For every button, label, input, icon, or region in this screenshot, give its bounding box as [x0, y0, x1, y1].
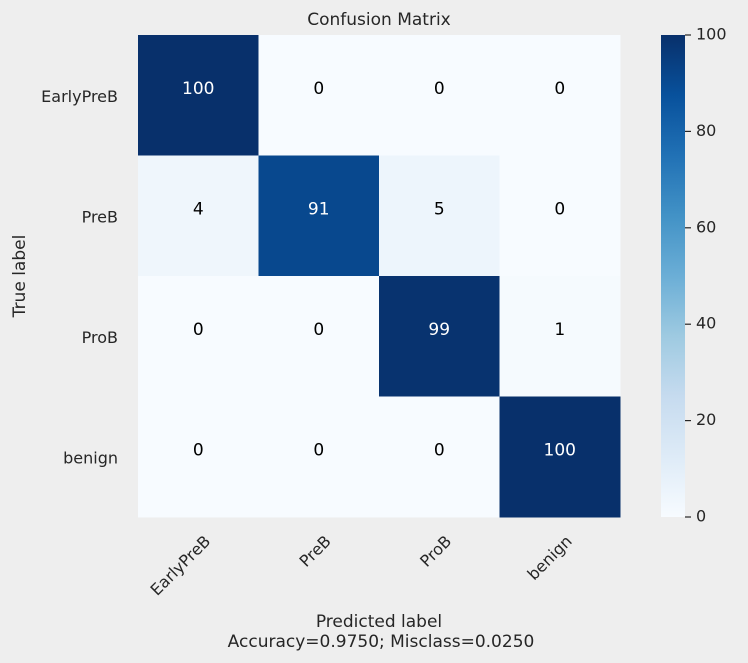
cell-value-r3-c3: 100 [544, 441, 576, 461]
heatmap-cell-r3-c2 [379, 396, 500, 518]
cell-value-r3-c2: 0 [434, 441, 445, 461]
y-tick-label: ProB [82, 328, 118, 347]
y-tick-label: EarlyPreB [41, 87, 118, 106]
heatmap-cell-r3-c0 [138, 396, 259, 518]
colorbar: 0 20 40 60 80 100 [661, 25, 727, 526]
x-axis-accuracy-note: Accuracy=0.9750; Misclass=0.0250 [228, 632, 535, 652]
colorbar-tick-label: 20 [696, 410, 716, 429]
x-tick-label: benign [524, 532, 576, 584]
chart-title: Confusion Matrix [307, 10, 451, 30]
x-tick-label: ProB [416, 532, 455, 571]
heatmap-cell-r2-c3 [499, 276, 621, 397]
cell-value-r3-c1: 0 [313, 441, 324, 461]
heatmap-cell-r1-c0 [138, 155, 259, 277]
cell-value-r1-c1: 91 [308, 200, 330, 220]
heatmap-cells [138, 35, 621, 518]
heatmap-cell-labels: 100 0 0 04 91 5 00 0 99 10 0 0 100 [182, 79, 576, 461]
x-axis-label: Predicted label [316, 612, 442, 632]
cell-value-r1-c3: 0 [554, 200, 565, 220]
y-tick-label: PreB [82, 207, 118, 226]
colorbar-tick-label: 60 [696, 217, 716, 236]
cell-value-r0-c1: 0 [313, 79, 324, 99]
heatmap-cell-r0-c0 [138, 35, 259, 156]
y-axis-label: True label [10, 235, 30, 319]
heatmap-cell-r1-c3 [499, 155, 621, 277]
cell-value-r2-c3: 1 [554, 320, 565, 340]
cell-value-r1-c2: 5 [434, 200, 445, 220]
colorbar-tick-label: 80 [696, 121, 716, 140]
cell-value-r0-c0: 100 [182, 79, 214, 99]
cell-value-r2-c1: 0 [313, 320, 324, 340]
cell-value-r3-c0: 0 [193, 441, 204, 461]
colorbar-tick-label: 0 [696, 507, 706, 526]
cell-value-r1-c0: 4 [193, 200, 204, 220]
x-tick-label: EarlyPreB [146, 532, 214, 600]
heatmap-cell-r2-c1 [258, 276, 380, 397]
colorbar-tick-label: 100 [696, 25, 727, 44]
heatmap-cell-r0-c1 [258, 35, 380, 156]
heatmap-cell-r2-c2 [379, 276, 500, 397]
cell-value-r2-c2: 99 [428, 320, 450, 340]
cell-value-r0-c3: 0 [554, 79, 565, 99]
cell-value-r0-c2: 0 [434, 79, 445, 99]
heatmap-cell-r1-c2 [379, 155, 500, 277]
heatmap-cell-r0-c3 [499, 35, 621, 156]
x-tick-label: PreB [296, 532, 335, 571]
y-tick-labels: EarlyPreB PreB ProB benign [41, 87, 118, 468]
cell-value-r2-c0: 0 [193, 320, 204, 340]
heatmap-cell-r3-c3 [499, 396, 621, 518]
x-tick-labels: EarlyPreB PreB ProB benign [146, 532, 575, 600]
colorbar-tick-label: 40 [696, 314, 716, 333]
heatmap-cell-r3-c1 [258, 396, 380, 518]
heatmap-cell-r0-c2 [379, 35, 500, 156]
heatmap-cell-r1-c1 [258, 155, 380, 277]
colorbar-gradient [661, 35, 685, 517]
heatmap-cell-r2-c0 [138, 276, 259, 397]
y-tick-label: benign [63, 448, 118, 467]
